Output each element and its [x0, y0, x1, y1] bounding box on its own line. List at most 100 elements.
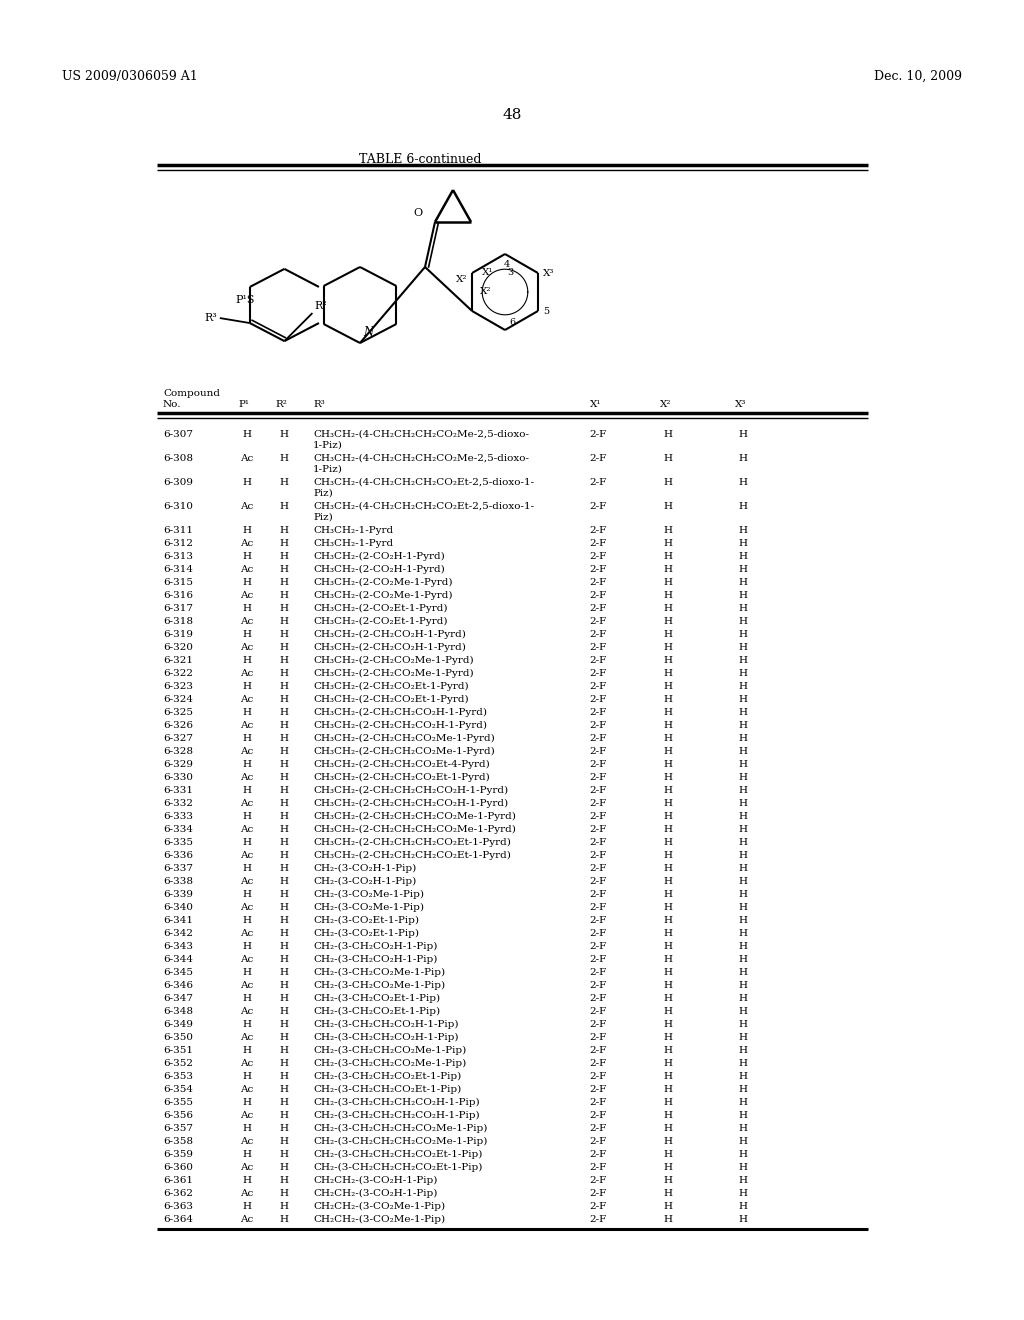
- Text: H: H: [738, 630, 748, 639]
- Text: 6-345: 6-345: [163, 968, 193, 977]
- Text: H: H: [243, 916, 252, 925]
- Text: H: H: [738, 942, 748, 950]
- Text: H: H: [664, 578, 673, 587]
- Text: H: H: [243, 1045, 252, 1055]
- Text: H: H: [280, 1059, 289, 1068]
- Text: 2-F: 2-F: [590, 1098, 606, 1107]
- Text: H: H: [664, 760, 673, 770]
- Text: O: O: [414, 209, 423, 218]
- Text: 2-F: 2-F: [590, 799, 606, 808]
- Text: H: H: [243, 605, 252, 612]
- Text: H: H: [280, 1085, 289, 1094]
- Text: 2-F: 2-F: [590, 1007, 606, 1016]
- Text: H: H: [243, 1125, 252, 1133]
- Text: H: H: [738, 890, 748, 899]
- Text: H: H: [280, 994, 289, 1003]
- Text: H: H: [280, 1176, 289, 1185]
- Text: 6-325: 6-325: [163, 708, 193, 717]
- Text: H: H: [243, 630, 252, 639]
- Text: 2-F: 2-F: [590, 865, 606, 873]
- Text: CH₂-(3-CO₂Et-1-Pip): CH₂-(3-CO₂Et-1-Pip): [313, 929, 419, 939]
- Text: CH₃CH₂-(2-CH₂CO₂Me-1-Pyrd): CH₃CH₂-(2-CH₂CO₂Me-1-Pyrd): [313, 656, 474, 665]
- Text: CH₂-(3-CH₂CO₂Me-1-Pip): CH₂-(3-CH₂CO₂Me-1-Pip): [313, 981, 445, 990]
- Text: H: H: [280, 916, 289, 925]
- Text: CH₂-(3-CO₂H-1-Pip): CH₂-(3-CO₂H-1-Pip): [313, 876, 416, 886]
- Text: CH₃CH₂-(4-CH₂CH₂CH₂CO₂Me-2,5-dioxo-: CH₃CH₂-(4-CH₂CH₂CH₂CO₂Me-2,5-dioxo-: [313, 430, 529, 440]
- Text: H: H: [280, 454, 289, 463]
- Text: H: H: [738, 799, 748, 808]
- Text: P¹: P¹: [238, 400, 249, 409]
- Text: CH₃CH₂-(2-CO₂Et-1-Pyrd): CH₃CH₂-(2-CO₂Et-1-Pyrd): [313, 616, 447, 626]
- Text: 1-Piz): 1-Piz): [313, 465, 343, 474]
- Text: H: H: [280, 981, 289, 990]
- Text: CH₂-(3-CH₂CH₂CH₂CO₂Me-1-Pip): CH₂-(3-CH₂CH₂CH₂CO₂Me-1-Pip): [313, 1125, 487, 1133]
- Text: H: H: [280, 942, 289, 950]
- Text: 2-F: 2-F: [590, 851, 606, 861]
- Text: H: H: [664, 643, 673, 652]
- Text: CH₃CH₂-(2-CH₂CH₂CH₂CO₂Me-1-Pyrd): CH₃CH₂-(2-CH₂CH₂CH₂CO₂Me-1-Pyrd): [313, 812, 516, 821]
- Text: CH₂-(3-CH₂CO₂H-1-Pip): CH₂-(3-CH₂CO₂H-1-Pip): [313, 942, 437, 952]
- Text: CH₂CH₂-(3-CO₂Me-1-Pip): CH₂CH₂-(3-CO₂Me-1-Pip): [313, 1214, 445, 1224]
- Text: Ac: Ac: [241, 1007, 254, 1016]
- Text: R³: R³: [313, 400, 325, 409]
- Text: 6-343: 6-343: [163, 942, 193, 950]
- Text: Ac: Ac: [241, 954, 254, 964]
- Text: 6-339: 6-339: [163, 890, 193, 899]
- Text: 6-333: 6-333: [163, 812, 193, 821]
- Text: H: H: [280, 968, 289, 977]
- Text: H: H: [243, 1176, 252, 1185]
- Text: H: H: [280, 539, 289, 548]
- Text: 6-323: 6-323: [163, 682, 193, 690]
- Text: 2-F: 2-F: [590, 708, 606, 717]
- Text: Ac: Ac: [241, 721, 254, 730]
- Text: H: H: [738, 1034, 748, 1041]
- Text: R²: R²: [314, 301, 327, 312]
- Text: H: H: [664, 1125, 673, 1133]
- Text: H: H: [243, 865, 252, 873]
- Text: 6-331: 6-331: [163, 785, 193, 795]
- Text: H: H: [664, 747, 673, 756]
- Text: 6-330: 6-330: [163, 774, 193, 781]
- Text: CH₃CH₂-1-Pyrd: CH₃CH₂-1-Pyrd: [313, 539, 393, 548]
- Text: Piz): Piz): [313, 513, 333, 521]
- Text: X²: X²: [456, 275, 467, 284]
- Text: 6-310: 6-310: [163, 502, 193, 511]
- Text: H: H: [280, 656, 289, 665]
- Text: Ac: Ac: [241, 1163, 254, 1172]
- Text: 6-316: 6-316: [163, 591, 193, 601]
- Text: H: H: [280, 502, 289, 511]
- Text: Ac: Ac: [241, 851, 254, 861]
- Text: 48: 48: [503, 108, 521, 121]
- Text: H: H: [243, 1150, 252, 1159]
- Text: 6-342: 6-342: [163, 929, 193, 939]
- Text: Dec. 10, 2009: Dec. 10, 2009: [874, 70, 962, 83]
- Text: 4: 4: [504, 260, 510, 269]
- Text: H: H: [664, 1189, 673, 1199]
- Text: H: H: [664, 1034, 673, 1041]
- Text: CH₂-(3-CH₂CH₂CO₂Me-1-Pip): CH₂-(3-CH₂CH₂CO₂Me-1-Pip): [313, 1045, 466, 1055]
- Text: H: H: [664, 1072, 673, 1081]
- Text: H: H: [738, 825, 748, 834]
- Text: H: H: [738, 525, 748, 535]
- Text: H: H: [738, 916, 748, 925]
- Text: CH₃CH₂-(2-CH₂CO₂Et-1-Pyrd): CH₃CH₂-(2-CH₂CO₂Et-1-Pyrd): [313, 682, 469, 692]
- Text: H: H: [243, 708, 252, 717]
- Text: 2-F: 2-F: [590, 1214, 606, 1224]
- Text: H: H: [738, 1072, 748, 1081]
- Text: H: H: [738, 1137, 748, 1146]
- Text: CH₃CH₂-(2-CH₂CH₂CH₂CO₂H-1-Pyrd): CH₃CH₂-(2-CH₂CH₂CH₂CO₂H-1-Pyrd): [313, 799, 508, 808]
- Text: H: H: [280, 578, 289, 587]
- Text: Ac: Ac: [241, 1111, 254, 1119]
- Text: H: H: [738, 785, 748, 795]
- Text: H: H: [280, 708, 289, 717]
- Text: H: H: [280, 851, 289, 861]
- Text: H: H: [664, 785, 673, 795]
- Text: H: H: [664, 942, 673, 950]
- Text: CH₃CH₂-(2-CH₂CO₂Me-1-Pyrd): CH₃CH₂-(2-CH₂CO₂Me-1-Pyrd): [313, 669, 474, 678]
- Text: H: H: [738, 968, 748, 977]
- Text: 2-F: 2-F: [590, 565, 606, 574]
- Text: 6-354: 6-354: [163, 1085, 193, 1094]
- Text: 6-337: 6-337: [163, 865, 193, 873]
- Text: 6-326: 6-326: [163, 721, 193, 730]
- Text: 2-F: 2-F: [590, 1203, 606, 1210]
